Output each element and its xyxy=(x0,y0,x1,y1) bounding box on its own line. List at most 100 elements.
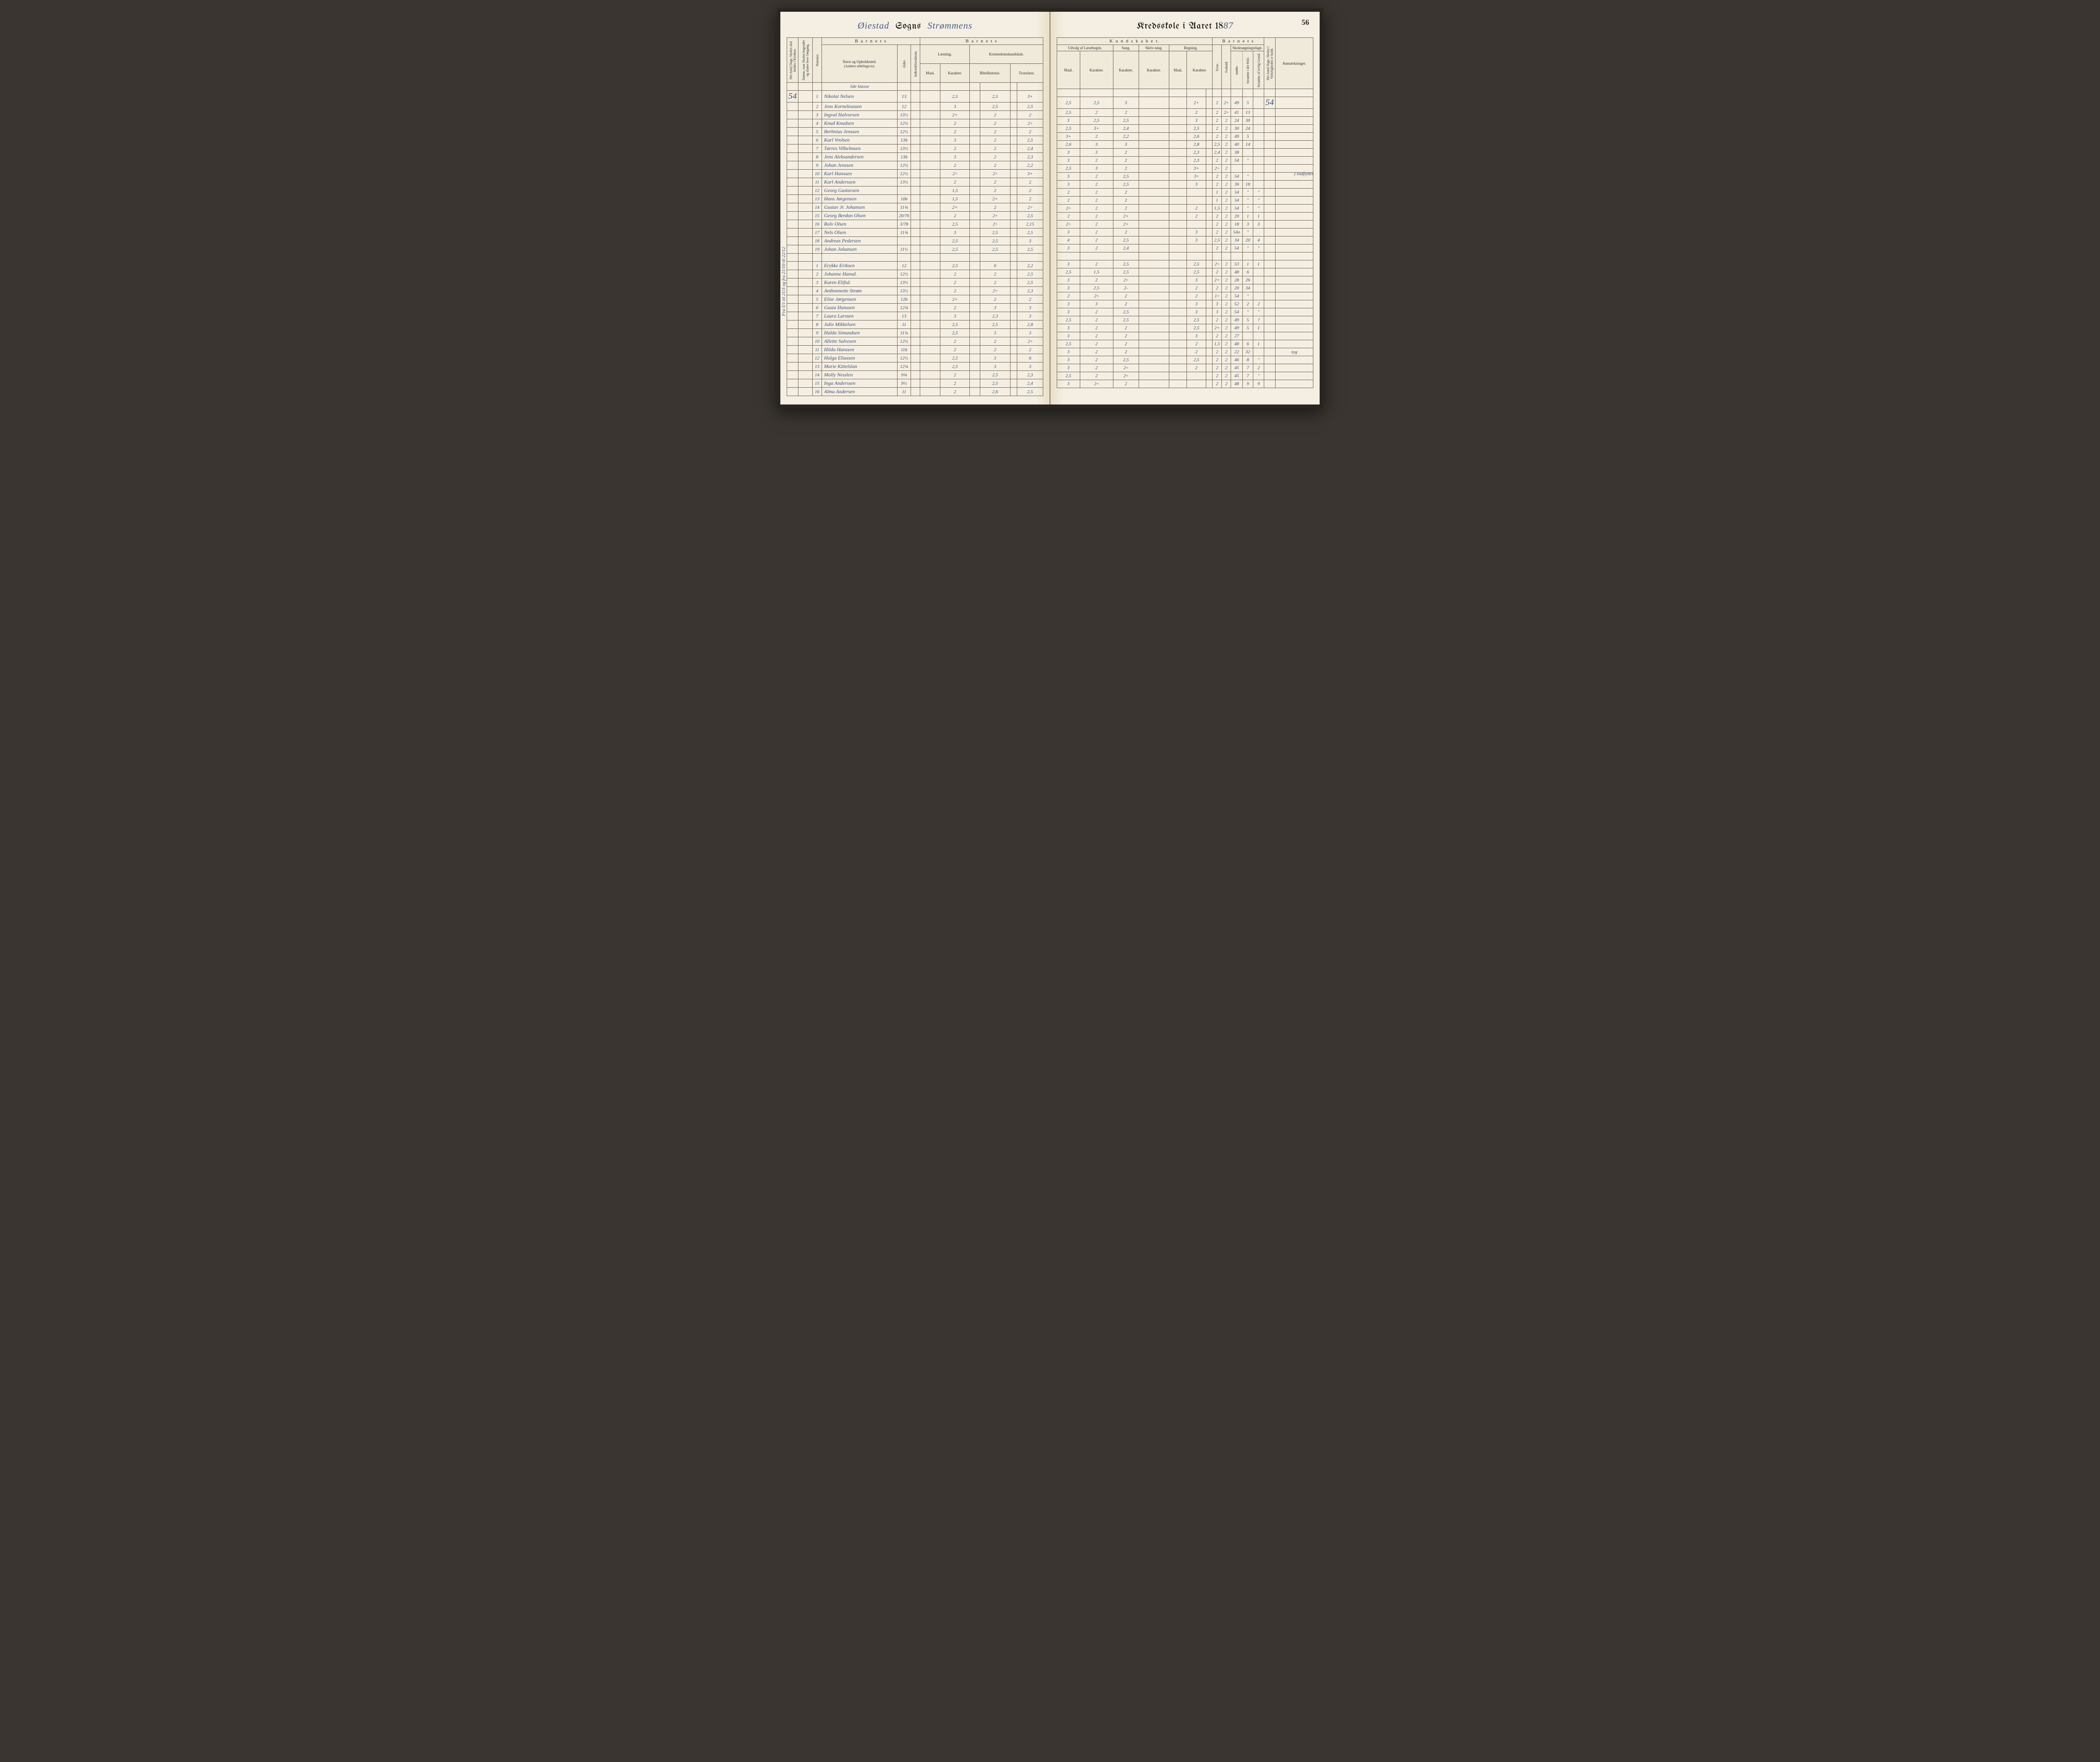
cell: 3 xyxy=(1057,364,1080,372)
hdr-skriv: Skriv-ning. xyxy=(1139,45,1169,51)
cell: 2 xyxy=(1187,364,1206,372)
cell xyxy=(1276,221,1313,228)
cell: 13b xyxy=(898,153,911,161)
cell xyxy=(920,161,940,170)
cell: 2,5 xyxy=(940,220,970,228)
cell xyxy=(911,262,920,270)
cell xyxy=(911,144,920,153)
cell: 2,5 xyxy=(980,102,1010,111)
cell: 2,5 xyxy=(1187,125,1206,133)
cell xyxy=(1253,276,1264,284)
cell: 2÷ xyxy=(1222,109,1231,117)
cell xyxy=(1169,173,1187,181)
cell xyxy=(787,371,798,379)
cell: 2 xyxy=(1113,292,1139,300)
cell xyxy=(798,144,813,153)
cell: 26 xyxy=(1242,276,1253,284)
hdr-kar-r3: Karakter. xyxy=(1139,51,1169,89)
cell: 14 xyxy=(813,371,822,379)
cell xyxy=(1010,203,1017,212)
cell: 3 xyxy=(1057,332,1080,340)
cell xyxy=(1010,245,1017,254)
cell: Inga Anderssen xyxy=(822,379,898,388)
cell: Karl Hanssen xyxy=(822,170,898,178)
cell: 2 xyxy=(1213,173,1222,181)
cell xyxy=(1253,181,1264,189)
cell xyxy=(1206,221,1212,228)
cell: 2,3 xyxy=(980,312,1010,320)
cell: 2 xyxy=(940,304,970,312)
cell: 2 xyxy=(1057,197,1080,205)
cell: 2 xyxy=(940,379,970,388)
cell: 2 xyxy=(1213,133,1222,141)
cell: 2÷ xyxy=(1113,364,1139,372)
table-row: 10Allette Salvesen12½222÷ xyxy=(787,337,1043,346)
cell xyxy=(1010,270,1017,278)
cell: 5 xyxy=(1242,133,1253,141)
cell xyxy=(920,136,940,144)
cell xyxy=(1139,97,1169,109)
cell: Johanne Hansd. xyxy=(822,270,898,278)
cell: 34 xyxy=(1242,284,1253,292)
right-title: Kredsskole i Aaret 1887 xyxy=(1057,20,1313,31)
cell: 2 xyxy=(1213,364,1222,372)
cell: 3 xyxy=(1187,117,1206,125)
cell xyxy=(1206,133,1212,141)
cell: 1 xyxy=(1242,213,1253,221)
cell xyxy=(1010,102,1017,111)
spacer xyxy=(1057,252,1313,260)
cell: 2 xyxy=(1213,284,1222,292)
cell xyxy=(787,136,798,144)
cell: 2 xyxy=(1017,178,1043,186)
cell xyxy=(1139,292,1169,300)
cell: Karl Vrolsen xyxy=(822,136,898,144)
hdr-fors-lovlig: forsømte af lovlig Grund. xyxy=(1253,51,1264,89)
cell xyxy=(1169,205,1187,213)
hdr-skolesoeg: Skolesøgningsdage. xyxy=(1231,45,1264,51)
klasse-row-r xyxy=(1057,89,1313,97)
cell xyxy=(1010,91,1017,102)
cell xyxy=(970,312,980,320)
cell xyxy=(911,245,920,254)
cell xyxy=(787,220,798,228)
cell xyxy=(1264,197,1276,205)
cell: 2 xyxy=(1222,316,1231,324)
cell: 2 xyxy=(1222,308,1231,316)
cell: 2,5 xyxy=(1113,117,1139,125)
cell: 3 xyxy=(1057,244,1080,252)
cell: 45 xyxy=(1231,372,1242,380)
cell: 2- xyxy=(1113,284,1139,292)
cell: 8 xyxy=(813,153,822,161)
cell: 2 xyxy=(1080,260,1113,268)
hdr-barnets-r: B a r n e t s xyxy=(1213,38,1264,45)
cell xyxy=(911,329,920,337)
cell xyxy=(1010,379,1017,388)
cell xyxy=(798,388,813,396)
cell: 2÷ xyxy=(1057,205,1080,213)
cell: 2 xyxy=(1213,97,1222,109)
cell: 3 xyxy=(980,354,1010,362)
cell: 2 xyxy=(1213,244,1222,252)
cell xyxy=(1276,260,1313,268)
cell: 24 xyxy=(1242,125,1253,133)
cell: 1 xyxy=(1213,189,1222,197)
cell xyxy=(1253,149,1264,157)
cell: Nels Olsen xyxy=(822,228,898,237)
cell: 1,5 xyxy=(1213,340,1222,348)
cell xyxy=(970,228,980,237)
cell: 2 xyxy=(1057,213,1080,221)
cell: 3 xyxy=(1242,221,1253,228)
cell xyxy=(1206,308,1212,316)
cell: 1 xyxy=(1253,324,1264,332)
cell: syg xyxy=(1276,348,1313,356)
cell xyxy=(920,362,940,371)
table-row: 13Hans Jørgensen10b1,52+2 xyxy=(787,195,1043,203)
cell: 12½ xyxy=(898,161,911,170)
cell: 2,5 xyxy=(1017,136,1043,144)
cell: 12½ xyxy=(898,170,911,178)
cell xyxy=(787,245,798,254)
table-row: 2÷22+221833 xyxy=(1057,221,1313,228)
cell: 2 xyxy=(1222,133,1231,141)
cell: 2 xyxy=(1113,348,1139,356)
cell xyxy=(970,203,980,212)
